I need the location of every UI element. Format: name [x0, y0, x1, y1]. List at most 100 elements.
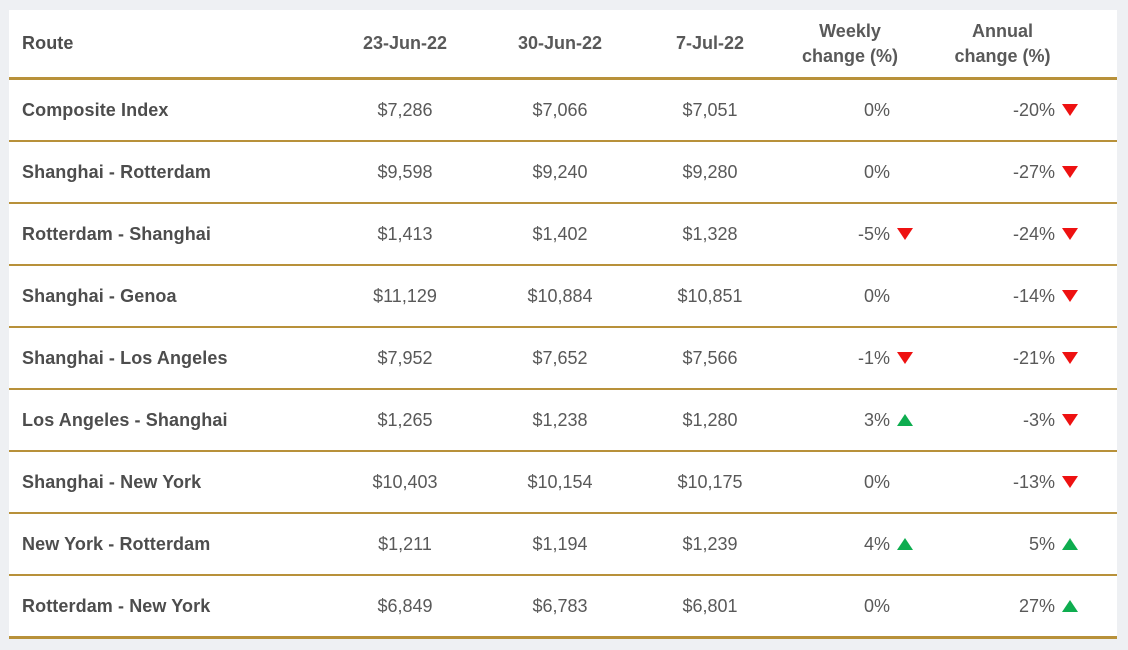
price-cell: $7,566 — [682, 347, 738, 368]
price-cell: $1,194 — [532, 533, 588, 554]
price-cell: $7,051 — [682, 99, 738, 120]
annual-change-cell: 27% — [920, 596, 1117, 617]
route-cell: Composite Index — [22, 99, 169, 120]
route-cell: New York - Rotterdam — [22, 533, 211, 554]
price-cell: $1,413 — [377, 223, 433, 244]
header-date-3: 7-Jul-22 — [675, 33, 745, 53]
price-cell: $1,328 — [682, 223, 738, 244]
table-row: Shanghai - Los Angeles $7,952 $7,652 $7,… — [9, 328, 1117, 390]
down-triangle-icon — [1055, 102, 1085, 118]
price-cell: $6,849 — [377, 595, 433, 616]
price-cell: $7,286 — [377, 99, 433, 120]
table-body: Composite Index $7,286 $7,066 $7,051 0% … — [9, 80, 1117, 639]
header-annual-change: Annual change (%) — [920, 19, 1117, 68]
header-route: Route — [22, 33, 74, 53]
price-cell: $10,884 — [527, 285, 593, 306]
table-row: Rotterdam - New York $6,849 $6,783 $6,80… — [9, 576, 1117, 639]
change-value: 4% — [863, 533, 890, 554]
change-value: -24% — [1012, 223, 1055, 244]
triangle-slot — [890, 288, 920, 304]
annual-change-cell: 5% — [920, 534, 1117, 555]
change-value: 5% — [1028, 533, 1055, 554]
down-triangle-icon — [1055, 164, 1085, 180]
weekly-change-cell: 4% — [780, 534, 920, 555]
change-value: -13% — [1012, 471, 1055, 492]
table-row: Los Angeles - Shanghai $1,265 $1,238 $1,… — [9, 390, 1117, 452]
down-triangle-icon — [1055, 474, 1085, 490]
triangle-slot — [890, 164, 920, 180]
weekly-change-cell: 0% — [780, 472, 920, 493]
route-cell: Shanghai - Genoa — [22, 285, 177, 306]
table-row: Rotterdam - Shanghai $1,413 $1,402 $1,32… — [9, 204, 1117, 266]
price-cell: $7,066 — [532, 99, 588, 120]
header-weekly-change-label: Weekly change (%) — [801, 21, 898, 66]
up-triangle-icon — [890, 536, 920, 552]
annual-change-cell: -13% — [920, 472, 1117, 493]
annual-change-cell: -14% — [920, 286, 1117, 307]
freight-rates-table: Route 23-Jun-22 30-Jun-22 7-Jul-22 Weekl… — [9, 10, 1117, 639]
route-cell: Rotterdam - Shanghai — [22, 223, 212, 244]
weekly-change-cell: -1% — [780, 348, 920, 369]
change-value: 0% — [863, 99, 890, 120]
change-value: -14% — [1012, 285, 1055, 306]
price-cell: $9,598 — [377, 161, 433, 182]
change-value: -5% — [857, 223, 890, 244]
change-value: -1% — [857, 347, 890, 368]
down-triangle-icon — [1055, 226, 1085, 242]
change-value: 27% — [1018, 595, 1055, 616]
table-header-row: Route 23-Jun-22 30-Jun-22 7-Jul-22 Weekl… — [9, 10, 1117, 80]
annual-change-cell: -3% — [920, 410, 1117, 431]
header-weekly-change: Weekly change (%) — [780, 19, 920, 68]
up-triangle-icon — [890, 412, 920, 428]
price-cell: $1,238 — [532, 409, 588, 430]
down-triangle-icon — [890, 350, 920, 366]
price-cell: $11,129 — [373, 285, 437, 306]
triangle-slot — [890, 102, 920, 118]
price-cell: $1,280 — [682, 409, 738, 430]
change-value: 0% — [863, 595, 890, 616]
change-value: -20% — [1012, 99, 1055, 120]
weekly-change-cell: 0% — [780, 596, 920, 617]
price-cell: $7,952 — [377, 347, 433, 368]
route-cell: Shanghai - Los Angeles — [22, 347, 228, 368]
down-triangle-icon — [1055, 288, 1085, 304]
table-row: New York - Rotterdam $1,211 $1,194 $1,23… — [9, 514, 1117, 576]
price-cell: $1,265 — [377, 409, 433, 430]
table-row: Composite Index $7,286 $7,066 $7,051 0% … — [9, 80, 1117, 142]
annual-change-cell: -27% — [920, 162, 1117, 183]
triangle-slot — [890, 598, 920, 614]
price-cell: $1,402 — [532, 223, 588, 244]
triangle-slot — [890, 474, 920, 490]
weekly-change-cell: 3% — [780, 410, 920, 431]
change-value: 0% — [863, 285, 890, 306]
weekly-change-cell: 0% — [780, 286, 920, 307]
price-cell: $9,280 — [682, 161, 738, 182]
price-cell: $10,403 — [372, 471, 438, 492]
down-triangle-icon — [1055, 412, 1085, 428]
table-row: Shanghai - New York $10,403 $10,154 $10,… — [9, 452, 1117, 514]
change-value: 0% — [863, 471, 890, 492]
route-cell: Rotterdam - New York — [22, 595, 211, 616]
price-cell: $1,211 — [378, 533, 432, 554]
header-date-1: 23-Jun-22 — [362, 33, 448, 53]
header-date-2: 30-Jun-22 — [517, 33, 603, 53]
route-cell: Shanghai - New York — [22, 471, 202, 492]
weekly-change-cell: -5% — [780, 224, 920, 245]
weekly-change-cell: 0% — [780, 162, 920, 183]
price-cell: $10,154 — [527, 471, 593, 492]
price-cell: $10,851 — [677, 285, 743, 306]
change-value: -21% — [1012, 347, 1055, 368]
annual-change-cell: -20% — [920, 100, 1117, 121]
change-value: -3% — [1022, 409, 1055, 430]
price-cell: $10,175 — [677, 471, 743, 492]
header-annual-change-label: Annual change (%) — [954, 21, 1051, 66]
annual-change-cell: -24% — [920, 224, 1117, 245]
up-triangle-icon — [1055, 598, 1085, 614]
down-triangle-icon — [1055, 350, 1085, 366]
weekly-change-cell: 0% — [780, 100, 920, 121]
change-value: -27% — [1012, 161, 1055, 182]
price-cell: $9,240 — [532, 161, 588, 182]
route-cell: Los Angeles - Shanghai — [22, 409, 228, 430]
change-value: 0% — [863, 161, 890, 182]
price-cell: $6,783 — [532, 595, 588, 616]
